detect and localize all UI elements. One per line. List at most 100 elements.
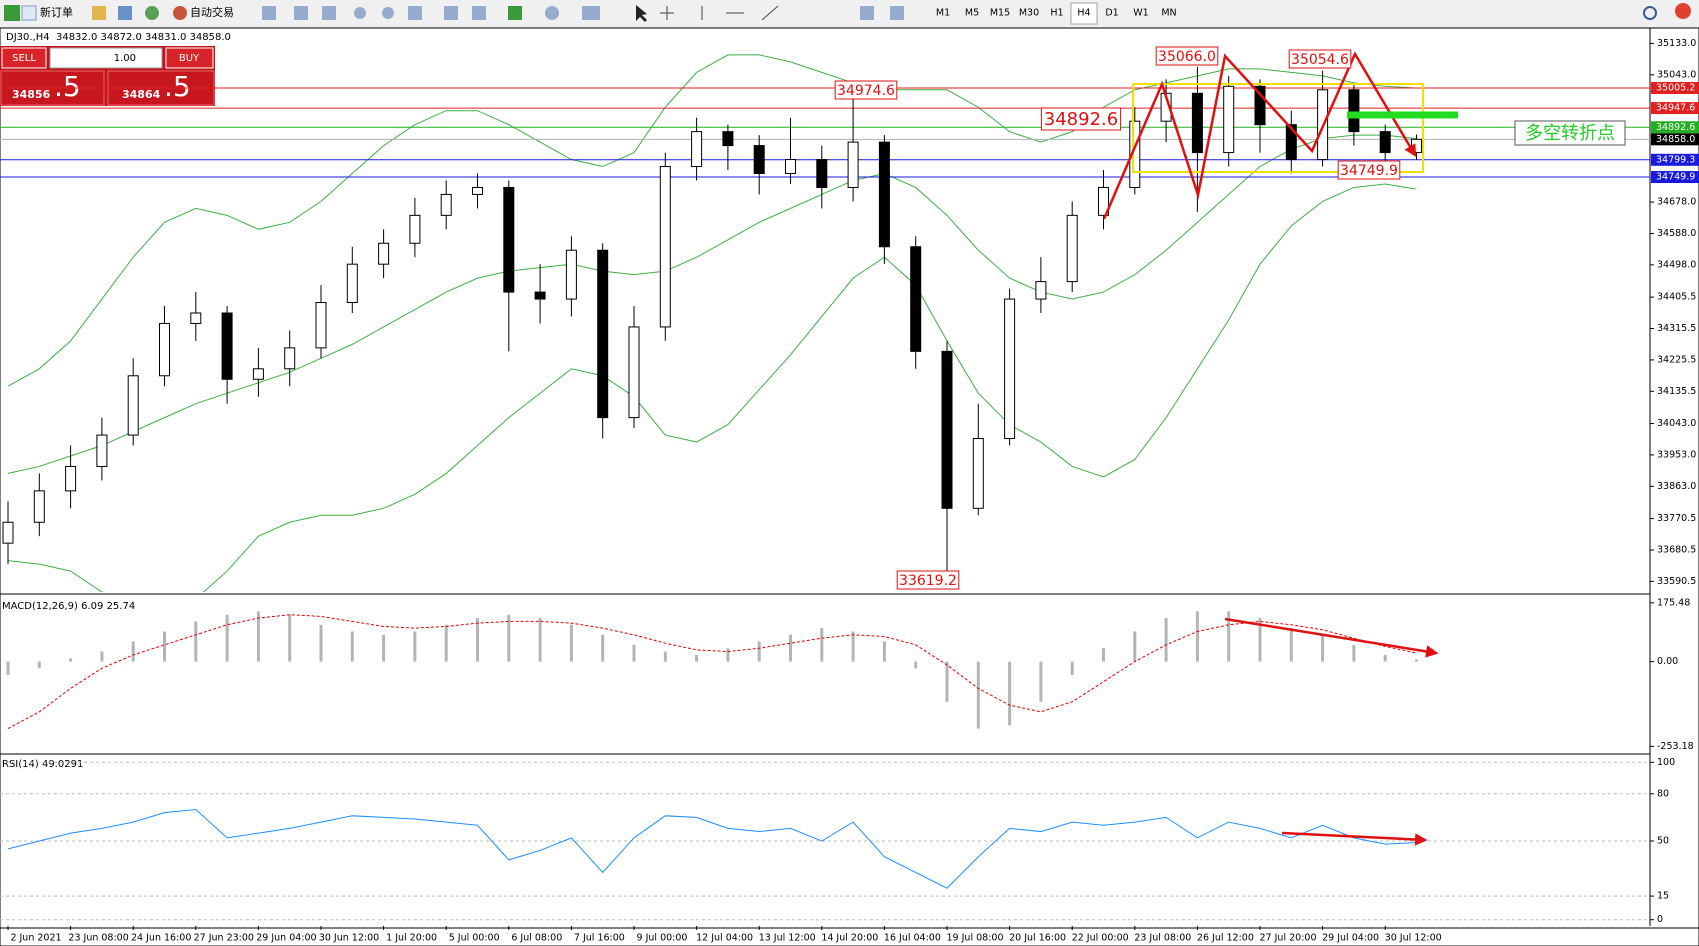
icon[interactable]: [145, 6, 159, 20]
y-tick-label: 33953.0: [1657, 449, 1696, 460]
current-price-tag: [1651, 133, 1699, 146]
icon[interactable]: [118, 6, 132, 20]
note: 多空转折点: [1525, 123, 1615, 144]
icon[interactable]: [4, 5, 20, 21]
timeframe[interactable]: M5: [965, 8, 979, 19]
level-tag-label: 34892.6: [1656, 122, 1695, 133]
x-tick-label: 20 Jul 16:00: [1009, 933, 1066, 944]
candle-body: [252, 368, 264, 380]
candle-body: [440, 193, 452, 216]
candle-body: [1285, 124, 1297, 161]
rsi-title: RSI(14) 49.0291: [2, 759, 83, 770]
notification[interactable]: [1675, 3, 1691, 19]
sell-price: 34856: [12, 88, 51, 101]
x-tick-label: 23 Jun 08:00: [68, 933, 128, 944]
lots[interactable]: 1.00: [114, 53, 136, 64]
price-annotation: 35054.6: [1291, 52, 1349, 68]
candle-body: [1348, 89, 1360, 133]
bollinger-middle: [7, 134, 1417, 474]
buy-button[interactable]: [165, 47, 214, 69]
y-tick-label: 34225.5: [1657, 354, 1696, 365]
y-tick-label: 80: [1657, 788, 1669, 799]
price-annotation-box: [896, 570, 960, 590]
plot: [6, 611, 1439, 730]
timeframe[interactable]: M1: [936, 8, 950, 19]
chart-title: DJ30.,H4 34832.0 34872.0 34831.0 34858.0: [6, 32, 231, 43]
candle-body: [722, 131, 734, 147]
current-price-label: 34858.0: [1656, 134, 1695, 145]
plot: [0, 51, 1650, 592]
candle-body: [785, 159, 796, 175]
search[interactable]: [1643, 6, 1657, 20]
lots-input[interactable]: [49, 47, 163, 69]
y-tick-label: 34315.5: [1657, 323, 1696, 334]
x-tick-label: 13 Jul 12:00: [759, 933, 816, 944]
x-tick-label: 5 Jul 00:00: [449, 933, 500, 944]
price-annotation-box: [1155, 46, 1219, 66]
toolbar-button[interactable]: 自动交易: [190, 5, 234, 19]
price-annotation: 35066.0: [1158, 49, 1216, 65]
timeframe[interactable]: M30: [1019, 8, 1039, 19]
candle-body: [190, 312, 202, 324]
price-annotation: 33619.2: [899, 573, 957, 589]
timeframe[interactable]: H1: [1050, 8, 1063, 19]
icon[interactable]: [173, 6, 187, 20]
timeframe[interactable]: D1: [1105, 8, 1118, 19]
timeframe[interactable]: M15: [990, 8, 1010, 19]
y-tick-label: 33590.5: [1657, 576, 1696, 587]
x-tick-label: 27 Jun 23:00: [194, 933, 254, 944]
buy-price: 34864: [122, 88, 161, 101]
x-tick-label: 29 Jun 04:00: [256, 933, 316, 944]
x-tick-label: 19 Jul 08:00: [947, 933, 1004, 944]
price-annotation: 34892.6: [1044, 109, 1118, 130]
candle-body: [127, 375, 139, 436]
trend-arrow: [1281, 831, 1428, 846]
sell-button[interactable]: [1, 47, 47, 69]
candle-body: [159, 322, 170, 377]
timeframe[interactable]: MN: [1161, 8, 1176, 19]
price-annotation: 34974.6: [837, 83, 895, 99]
level-tag: [1651, 121, 1699, 134]
x-tick-label: 14 Jul 20:00: [821, 933, 878, 944]
range-box: [1132, 83, 1424, 173]
candle-body: [1098, 186, 1109, 216]
candle-body: [1379, 131, 1391, 154]
candle-body: [315, 302, 327, 349]
tool-icons[interactable]: [262, 5, 904, 22]
candle-body: [346, 263, 358, 304]
x-tick-label: 2 Jun 2021: [10, 933, 61, 944]
candle-body: [221, 312, 233, 380]
x-tick-label: 6 Jul 08:00: [511, 933, 562, 944]
candle-body: [972, 438, 984, 509]
candle-body: [816, 159, 828, 188]
sell-label[interactable]: SELL: [12, 53, 36, 64]
candle-body: [910, 246, 922, 352]
x-tick-label: 29 Jul 04:00: [1322, 933, 1379, 944]
candle-body: [2, 521, 14, 544]
timeframe[interactable]: W1: [1133, 8, 1148, 19]
candle-body: [941, 350, 953, 509]
candle-body: [753, 145, 765, 175]
price-annotation-box: [1337, 160, 1401, 180]
x-tick-label: 27 Jul 20:00: [1260, 933, 1317, 944]
candle-body: [1129, 120, 1141, 188]
y-tick-label: 0: [1657, 914, 1663, 925]
buy-label[interactable]: BUY: [179, 53, 200, 64]
x-tick-label: 12 Jul 04:00: [696, 933, 753, 944]
y-tick-label: 34678.0: [1657, 197, 1696, 208]
price-annotation-box: [834, 80, 898, 100]
price-annotation: 34749.9: [1340, 163, 1398, 179]
candle-body: [1035, 281, 1047, 300]
candle-body: [65, 465, 77, 492]
timeframe[interactable]: H4: [1077, 8, 1090, 19]
icon[interactable]: [92, 6, 106, 20]
note-box: [1514, 120, 1626, 146]
x-tick-label: 23 Jul 08:00: [1134, 933, 1191, 944]
level-tag: [1651, 171, 1699, 184]
bollinger-upper: [7, 54, 1417, 387]
y-tick-label: 34135.5: [1657, 386, 1696, 397]
y-tick-label: 34588.0: [1657, 228, 1696, 239]
toolbar-button[interactable]: 新订单: [40, 5, 73, 19]
